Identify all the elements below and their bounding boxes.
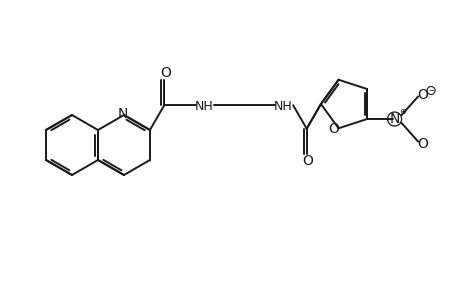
- Text: O: O: [417, 88, 428, 101]
- Text: −: −: [427, 88, 433, 94]
- Text: O: O: [417, 136, 428, 151]
- Text: O: O: [302, 154, 313, 168]
- Text: N: N: [389, 112, 399, 126]
- Text: O: O: [159, 66, 170, 80]
- Text: NH: NH: [273, 100, 292, 113]
- Text: ⊕: ⊕: [398, 106, 405, 116]
- Text: O: O: [327, 122, 338, 136]
- Text: NH: NH: [194, 100, 213, 113]
- Text: N: N: [118, 107, 128, 121]
